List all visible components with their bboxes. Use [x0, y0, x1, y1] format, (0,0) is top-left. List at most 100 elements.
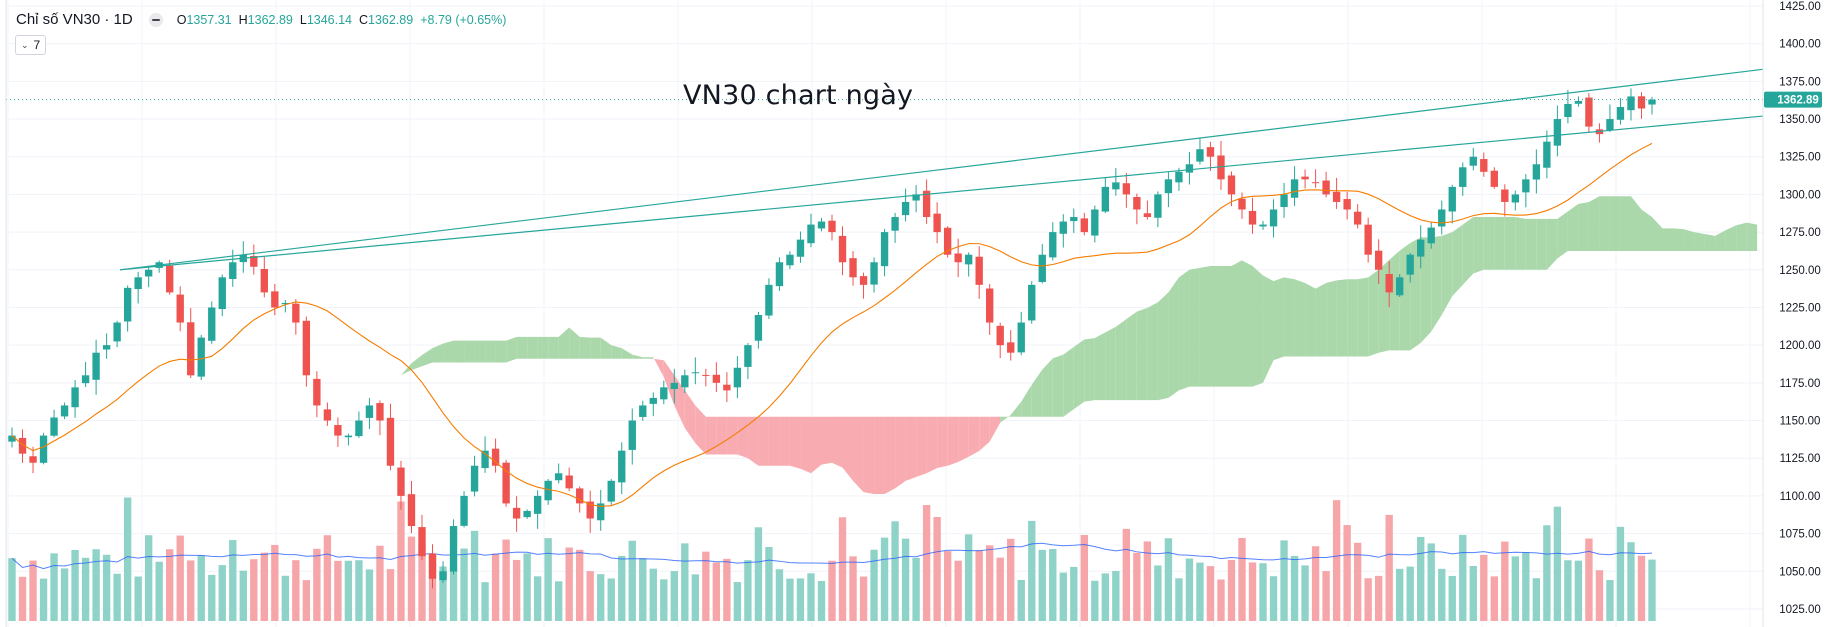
- cloud-segment: [800, 416, 811, 474]
- cloud-segment: [590, 337, 601, 359]
- cloud-segment: [1431, 235, 1442, 332]
- volume-bar: [723, 558, 731, 621]
- cloud-segment: [1189, 267, 1200, 387]
- candle-body: [1007, 342, 1015, 353]
- candle-body: [1532, 164, 1541, 180]
- volume-bar: [1501, 541, 1509, 621]
- ohlc-close: C1362.89: [359, 13, 413, 27]
- volume-bar: [533, 576, 542, 621]
- volume-bar: [712, 562, 721, 621]
- ichimoku-cloud: [285, 196, 1758, 495]
- cloud-segment: [621, 348, 633, 359]
- cloud-segment: [1515, 217, 1526, 270]
- candle-body: [1101, 186, 1110, 212]
- cloud-segment: [1315, 282, 1327, 357]
- candle-body: [18, 437, 27, 454]
- volume-bar: [1574, 560, 1583, 621]
- candle-body: [449, 526, 458, 572]
- cloud-segment: [1557, 211, 1568, 259]
- candle-body: [660, 387, 668, 400]
- volume-bar: [565, 547, 573, 621]
- volume-bar: [1122, 528, 1131, 621]
- volume-bar: [71, 549, 79, 621]
- candle-body: [964, 254, 973, 265]
- axis-tick-label: 1325.00: [1779, 152, 1821, 164]
- close-label: C: [359, 12, 369, 27]
- cloud-segment: [453, 340, 465, 363]
- volume-bar: [397, 501, 405, 621]
- cloud-segment: [285, 435, 296, 445]
- volume-bar: [18, 576, 27, 621]
- volume-bar: [123, 497, 132, 621]
- volume-bar: [144, 535, 153, 621]
- candle-body: [1154, 194, 1162, 218]
- candle-body: [859, 276, 868, 285]
- candle-body: [1322, 180, 1330, 195]
- indicators-toggle-button[interactable]: ⌄ 7: [15, 35, 47, 55]
- volume-bar: [1227, 559, 1236, 621]
- candle-body: [1396, 277, 1404, 296]
- candle-body: [1175, 171, 1183, 183]
- volume-bar: [1606, 579, 1614, 621]
- cloud-segment: [1294, 279, 1306, 357]
- volume-bar: [1185, 558, 1194, 621]
- candle-body: [922, 190, 931, 218]
- candle-body: [1070, 217, 1078, 222]
- cloud-segment: [1420, 237, 1432, 343]
- cloud-segment: [1652, 217, 1663, 251]
- cloud-segment: [1578, 201, 1589, 251]
- candle-body: [933, 213, 941, 233]
- volume-bar: [1112, 570, 1120, 621]
- cloud-segment: [1378, 259, 1390, 353]
- cloud-segment: [1462, 217, 1474, 285]
- axis-tick-label: 1025.00: [1779, 604, 1821, 616]
- cloud-segment: [474, 340, 486, 363]
- candle-body: [744, 345, 752, 367]
- cloud-segment: [1126, 311, 1137, 401]
- volume-bar: [975, 550, 983, 621]
- cloud-segment: [884, 416, 896, 495]
- cloud-segment: [516, 336, 528, 359]
- candle-body: [292, 303, 300, 323]
- volume-bar: [439, 566, 447, 621]
- candle-body: [1301, 176, 1309, 180]
- eye-toggle-icon[interactable]: [148, 12, 163, 27]
- cloud-segment: [495, 340, 507, 363]
- candle-body: [712, 374, 721, 383]
- candle-body: [1112, 182, 1120, 190]
- candle-body: [1501, 189, 1509, 202]
- volume-bar: [1164, 538, 1173, 621]
- candles: [8, 88, 1656, 589]
- cloud-segment: [1168, 277, 1179, 398]
- candle-body: [1438, 209, 1446, 227]
- volume-bar: [176, 535, 184, 621]
- candle-body: [1269, 209, 1278, 227]
- symbol-title[interactable]: Chỉ số VN30 · 1D: [16, 11, 133, 28]
- volume-bar: [733, 582, 742, 621]
- cloud-segment: [506, 336, 517, 363]
- axis-tick-label: 1250.00: [1779, 265, 1821, 277]
- cloud-segment: [1357, 277, 1369, 357]
- volume-bar: [1017, 579, 1025, 621]
- volume-bar: [1595, 570, 1604, 621]
- ohlc-low: L1346.14: [300, 13, 352, 27]
- cloud-segment: [1326, 280, 1337, 357]
- volume-bar: [8, 558, 16, 621]
- volume-bar: [649, 568, 657, 621]
- cloud-segment: [579, 336, 591, 359]
- cloud-segment: [1389, 250, 1400, 351]
- volume-bar: [449, 571, 458, 621]
- candle-body: [1248, 210, 1257, 225]
- candle-body: [1122, 183, 1131, 195]
- candle-body: [817, 221, 826, 229]
- volume-bar: [1154, 565, 1162, 621]
- candle-body: [702, 374, 710, 376]
- volume-bar: [1070, 566, 1078, 621]
- cloud-segment: [916, 416, 927, 478]
- candle-body: [502, 462, 510, 504]
- chevron-down-icon: ⌄: [21, 39, 29, 50]
- volume-bar: [334, 560, 342, 621]
- volume-bar: [386, 569, 395, 621]
- volume-bar: [943, 551, 952, 621]
